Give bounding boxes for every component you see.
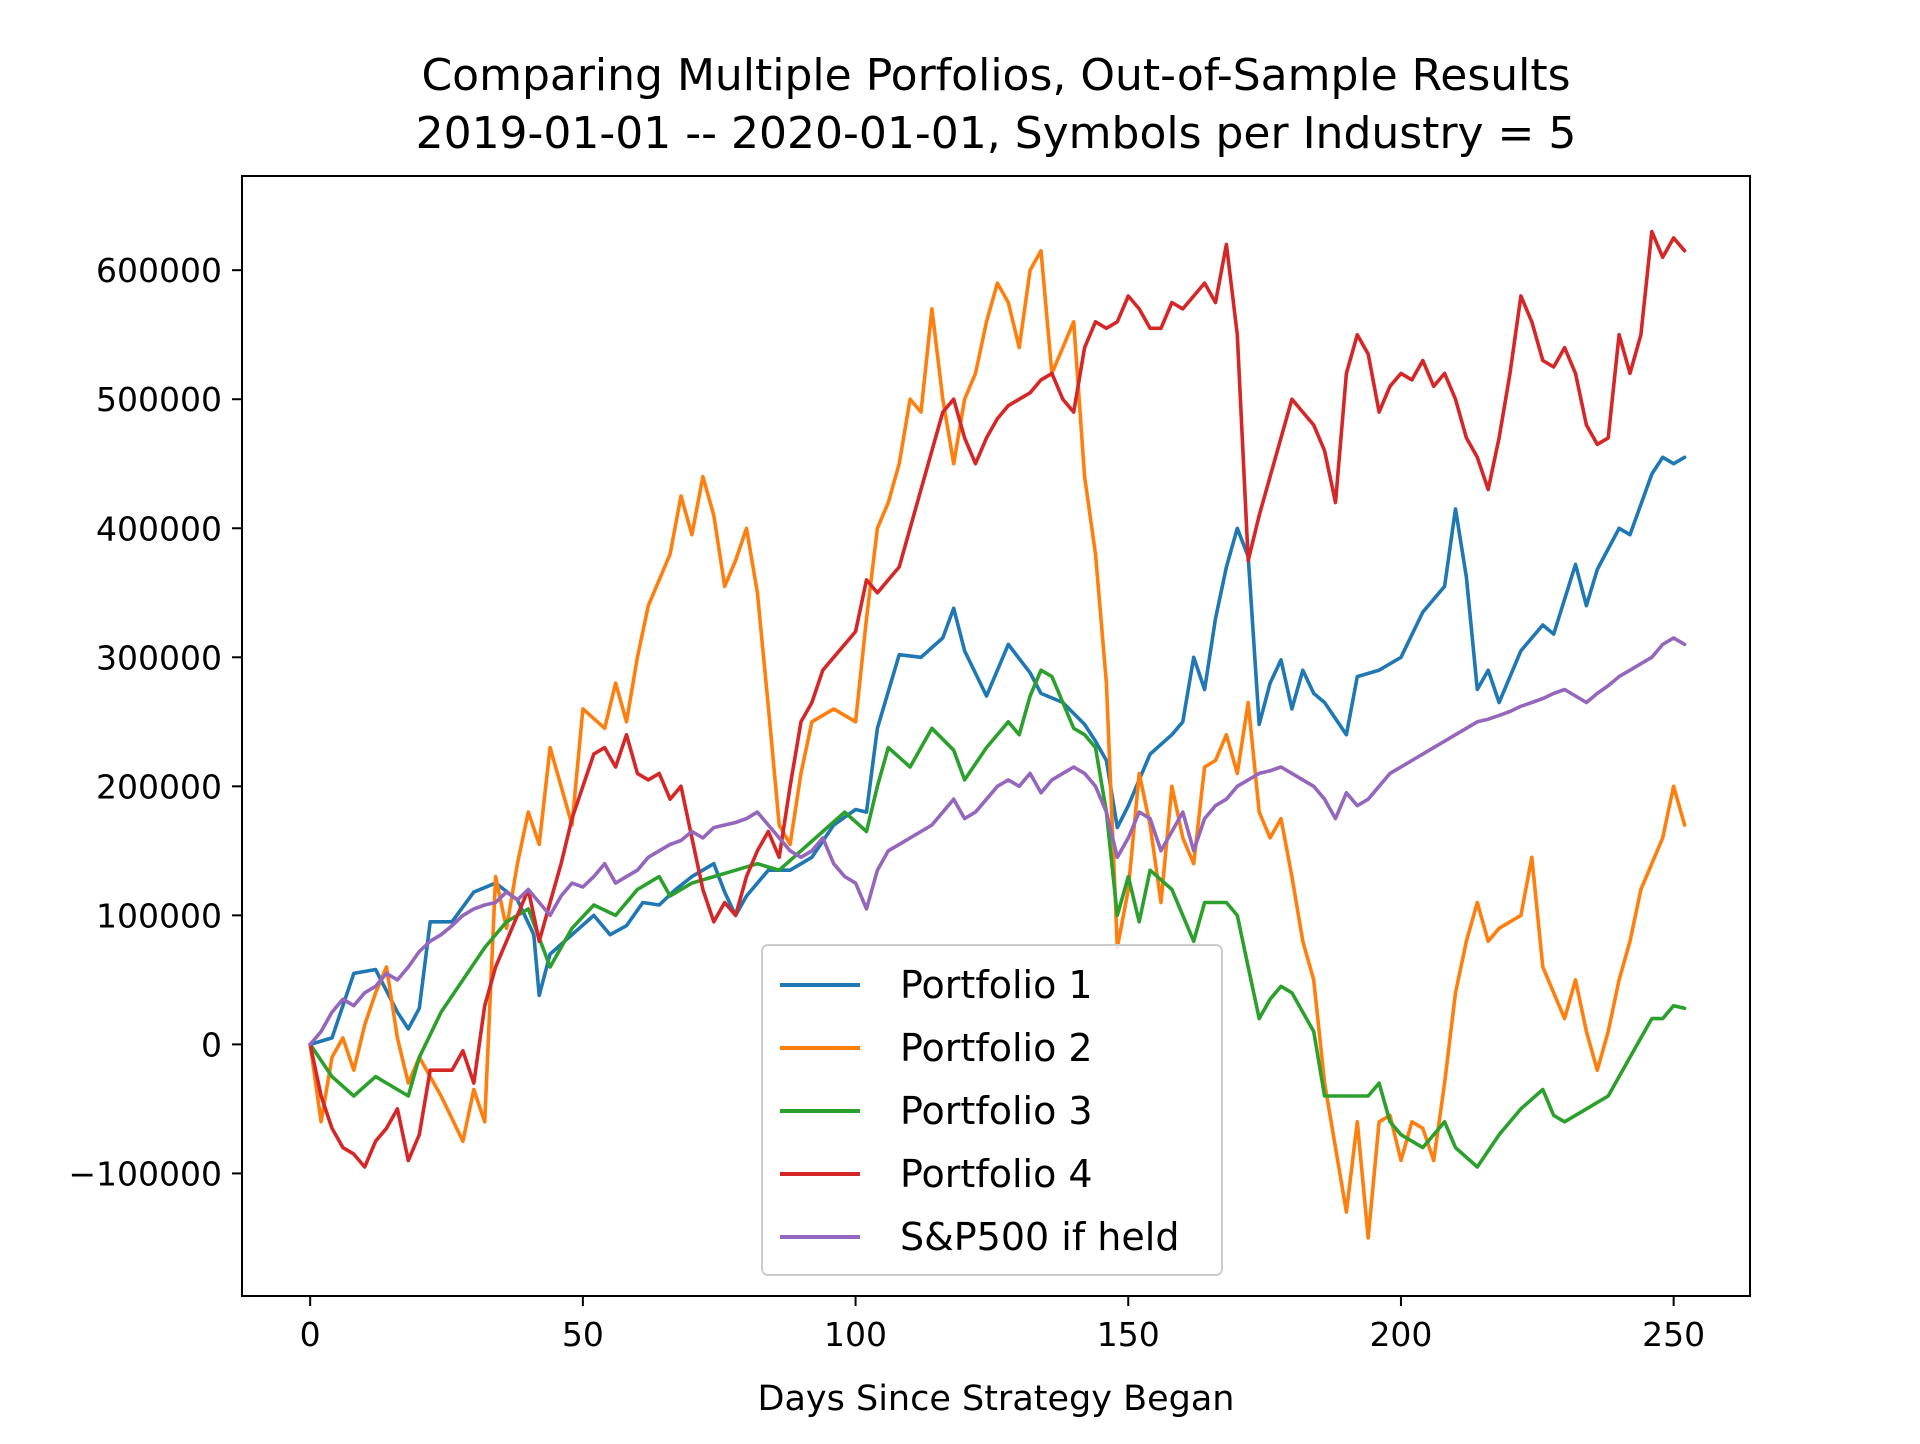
x-tick-label: 200 — [1369, 1315, 1432, 1354]
y-tick-label: 600000 — [96, 251, 222, 290]
x-tick-label: 250 — [1642, 1315, 1705, 1354]
legend-label: Portfolio 4 — [900, 1152, 1093, 1196]
x-tick-label: 150 — [1097, 1315, 1160, 1354]
series-line-3 — [308, 668, 1687, 1169]
series-lines — [308, 229, 1687, 1240]
y-tick-label: 100000 — [96, 896, 222, 935]
y-tick-label: 500000 — [96, 380, 222, 419]
y-tick-label: 400000 — [96, 509, 222, 548]
legend-box — [761, 944, 1223, 1276]
x-axis: 0 50 100 150 200 250 — [300, 1296, 1705, 1354]
chart-title-line-2: 2019-01-01 -- 2020-01-01, Symbols per In… — [416, 108, 1577, 159]
legend-label: Portfolio 2 — [900, 1026, 1093, 1070]
series-line-2 — [308, 249, 1687, 1240]
series-line-4 — [308, 229, 1687, 1169]
y-axis: −100000 0 100000 200000 300000 400000 500000 60… — [68, 251, 242, 1193]
legend: Portfolio 1 Portfolio 2 Portfolio 3 Portfol… — [761, 944, 1223, 1276]
x-tick-label: 100 — [824, 1315, 887, 1354]
y-tick-label: 300000 — [96, 638, 222, 677]
legend-label: Portfolio 1 — [900, 963, 1093, 1007]
legend-label: S&P500 if held — [900, 1215, 1179, 1259]
y-tick-label: 0 — [201, 1025, 222, 1064]
x-axis-label: Days Since Strategy Began — [758, 1379, 1235, 1419]
y-tick-label: 200000 — [96, 767, 222, 806]
y-tick-label: −100000 — [68, 1154, 222, 1193]
legend-label: Portfolio 3 — [900, 1089, 1093, 1133]
x-tick-label: 50 — [562, 1315, 604, 1354]
chart-title: Comparing Multiple Porfolios, Out-of-Sam… — [416, 50, 1577, 159]
chart-title-line-1: Comparing Multiple Porfolios, Out-of-Sam… — [421, 50, 1570, 101]
x-tick-label: 0 — [300, 1315, 321, 1354]
plot-frame — [241, 175, 1751, 1297]
series-line-5 — [308, 636, 1687, 1047]
